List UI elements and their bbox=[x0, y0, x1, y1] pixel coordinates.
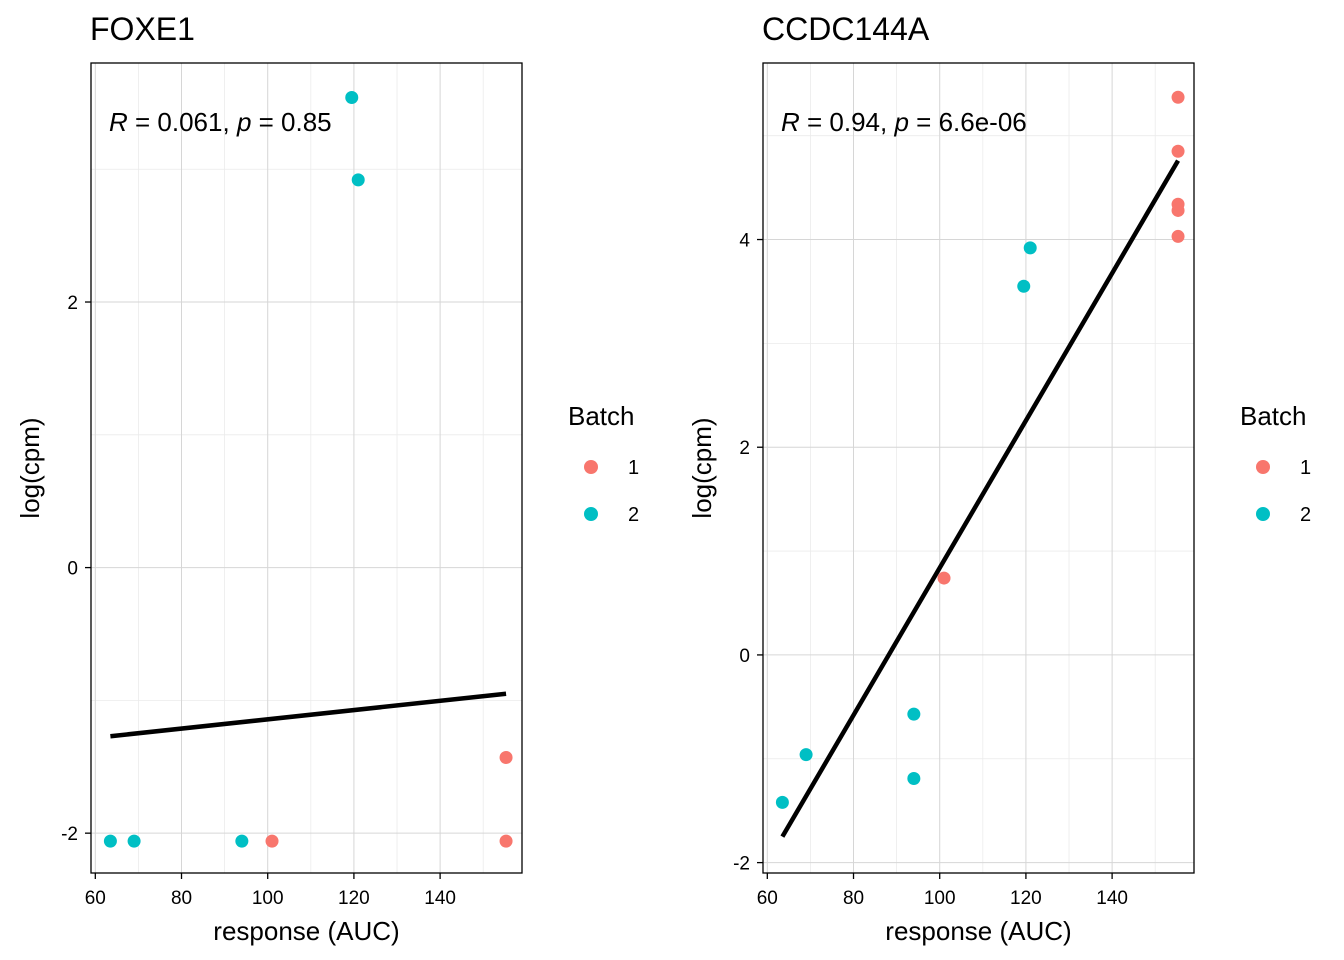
x-tick-label: 140 bbox=[424, 888, 456, 909]
regression-line bbox=[780, 159, 1180, 838]
panel-border bbox=[90, 62, 523, 874]
data-point-batch-2 bbox=[345, 91, 359, 105]
data-point-batch-2 bbox=[1023, 241, 1037, 255]
x-axis-label: response (AUC) bbox=[885, 916, 1071, 946]
x-tick-label: 120 bbox=[1010, 888, 1042, 909]
legend-label-batch-1: 1 bbox=[628, 457, 639, 479]
y-tick-label: 0 bbox=[67, 559, 78, 580]
regression-line bbox=[110, 691, 507, 739]
data-point-batch-1 bbox=[1171, 90, 1185, 104]
data-point-batch-2 bbox=[907, 707, 921, 721]
legend-marker-batch-2 bbox=[1256, 507, 1270, 521]
data-point-batch-1 bbox=[1171, 229, 1185, 243]
x-tick-label: 140 bbox=[1096, 888, 1128, 909]
data-point-batch-1 bbox=[499, 834, 513, 848]
legend: Batch 1 2 bbox=[1240, 401, 1311, 526]
data-point-batch-2 bbox=[1017, 279, 1031, 293]
legend-marker-batch-1 bbox=[1256, 460, 1270, 474]
annotation-r-value: = 0.061, bbox=[128, 107, 237, 137]
data-point-batch-1 bbox=[265, 834, 279, 848]
x-tick-label: 120 bbox=[338, 888, 370, 909]
y-tick-label: 4 bbox=[739, 231, 750, 252]
legend-label-batch-1: 1 bbox=[1300, 457, 1311, 479]
correlation-annotation: R = 0.061, p = 0.85 bbox=[109, 107, 332, 137]
annotation-p-value: = 0.85 bbox=[251, 107, 331, 137]
data-point-batch-1 bbox=[1171, 144, 1185, 158]
data-point-batch-2 bbox=[127, 834, 141, 848]
data-point-batch-2 bbox=[103, 834, 117, 848]
correlation-annotation: R = 0.94, p = 6.6e-06 bbox=[781, 107, 1027, 137]
annotation-p-value: = 6.6e-06 bbox=[909, 107, 1027, 137]
annotation-r-value: = 0.94, bbox=[800, 107, 895, 137]
y-tick-label: 2 bbox=[67, 293, 78, 314]
data-point-batch-2 bbox=[235, 834, 249, 848]
annotation-p-symbol: p bbox=[893, 107, 908, 137]
annotation-r-symbol: R bbox=[109, 107, 128, 137]
x-tick-label: 100 bbox=[252, 888, 284, 909]
chart-panel-2: R = 0.94, p = 6.6e-06 60 80 100 120 140 -2 0 2 4 C… bbox=[687, 11, 1311, 946]
plot-area bbox=[763, 63, 1194, 873]
annotation-r-symbol: R bbox=[781, 107, 800, 137]
legend-marker-batch-1 bbox=[584, 460, 598, 474]
legend-title: Batch bbox=[1240, 401, 1307, 431]
legend-marker-batch-2 bbox=[584, 507, 598, 521]
plot-area bbox=[91, 63, 522, 873]
y-axis-label: log(cpm) bbox=[15, 417, 45, 518]
data-point-batch-1 bbox=[937, 571, 951, 585]
legend: Batch 1 2 bbox=[568, 401, 639, 526]
y-tick-label: -2 bbox=[733, 854, 750, 875]
data-point-batch-2 bbox=[799, 748, 813, 762]
legend-label-batch-2: 2 bbox=[1300, 504, 1311, 526]
annotation-p-symbol: p bbox=[236, 107, 251, 137]
x-axis-label: response (AUC) bbox=[213, 916, 399, 946]
x-tick-label: 80 bbox=[843, 888, 864, 909]
chart-title: FOXE1 bbox=[90, 11, 195, 47]
x-tick-label: 60 bbox=[85, 888, 106, 909]
y-tick-label: -2 bbox=[61, 824, 78, 845]
legend-label-batch-2: 2 bbox=[628, 504, 639, 526]
x-tick-label: 100 bbox=[924, 888, 956, 909]
data-point-batch-2 bbox=[351, 173, 365, 187]
panel-border bbox=[762, 62, 1195, 874]
x-tick-label: 80 bbox=[171, 888, 192, 909]
data-point-batch-1 bbox=[499, 750, 513, 764]
y-tick-label: 2 bbox=[739, 438, 750, 459]
data-point-batch-1 bbox=[1171, 203, 1185, 217]
y-axis-label: log(cpm) bbox=[687, 417, 717, 518]
x-tick-label: 60 bbox=[757, 888, 778, 909]
y-tick-label: 0 bbox=[739, 646, 750, 667]
data-point-batch-2 bbox=[907, 772, 921, 785]
data-point-batch-2 bbox=[775, 795, 789, 809]
legend-title: Batch bbox=[568, 401, 635, 431]
chart-title: CCDC144A bbox=[762, 11, 930, 47]
chart-panel-1: R = 0.061, p = 0.85 60 80 100 120 140 -2 0 2 FOXE… bbox=[15, 11, 639, 946]
